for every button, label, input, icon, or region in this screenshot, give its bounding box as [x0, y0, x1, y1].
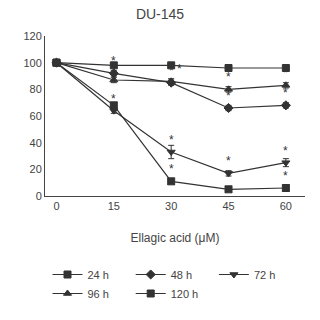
svg-text:80: 80: [30, 83, 42, 95]
svg-text:Ellagic acid (μM): Ellagic acid (μM): [131, 231, 220, 245]
svg-text:*: *: [111, 92, 116, 106]
svg-text:72 h: 72 h: [254, 269, 275, 281]
svg-text:*: *: [226, 154, 231, 168]
svg-text:100: 100: [23, 57, 41, 69]
svg-text:*: *: [226, 89, 231, 103]
svg-text:*: *: [283, 169, 288, 183]
svg-text:120 h: 120 h: [171, 288, 199, 300]
svg-text:*: *: [226, 70, 231, 84]
svg-text:*: *: [283, 144, 288, 158]
svg-text:20: 20: [30, 163, 42, 175]
svg-text:45: 45: [222, 200, 234, 212]
svg-text:*: *: [169, 133, 174, 147]
svg-text:*: *: [226, 170, 231, 184]
svg-text:DU-145: DU-145: [136, 6, 184, 22]
svg-text:*: *: [169, 162, 174, 176]
svg-text:0: 0: [36, 190, 42, 202]
svg-text:120: 120: [23, 30, 41, 42]
svg-text:60: 60: [280, 200, 292, 212]
svg-text:48 h: 48 h: [171, 269, 192, 281]
svg-text:*: *: [169, 64, 174, 78]
svg-text:30: 30: [165, 200, 177, 212]
svg-text:15: 15: [108, 200, 120, 212]
svg-text:40: 40: [30, 137, 42, 149]
svg-text:24 h: 24 h: [88, 269, 109, 281]
svg-text:0: 0: [53, 200, 59, 212]
svg-text:*: *: [177, 62, 182, 76]
svg-text:*: *: [283, 66, 288, 80]
svg-text:60: 60: [30, 110, 42, 122]
svg-text:96 h: 96 h: [88, 288, 109, 300]
svg-text:*: *: [283, 86, 288, 100]
svg-text:*: *: [111, 54, 116, 68]
